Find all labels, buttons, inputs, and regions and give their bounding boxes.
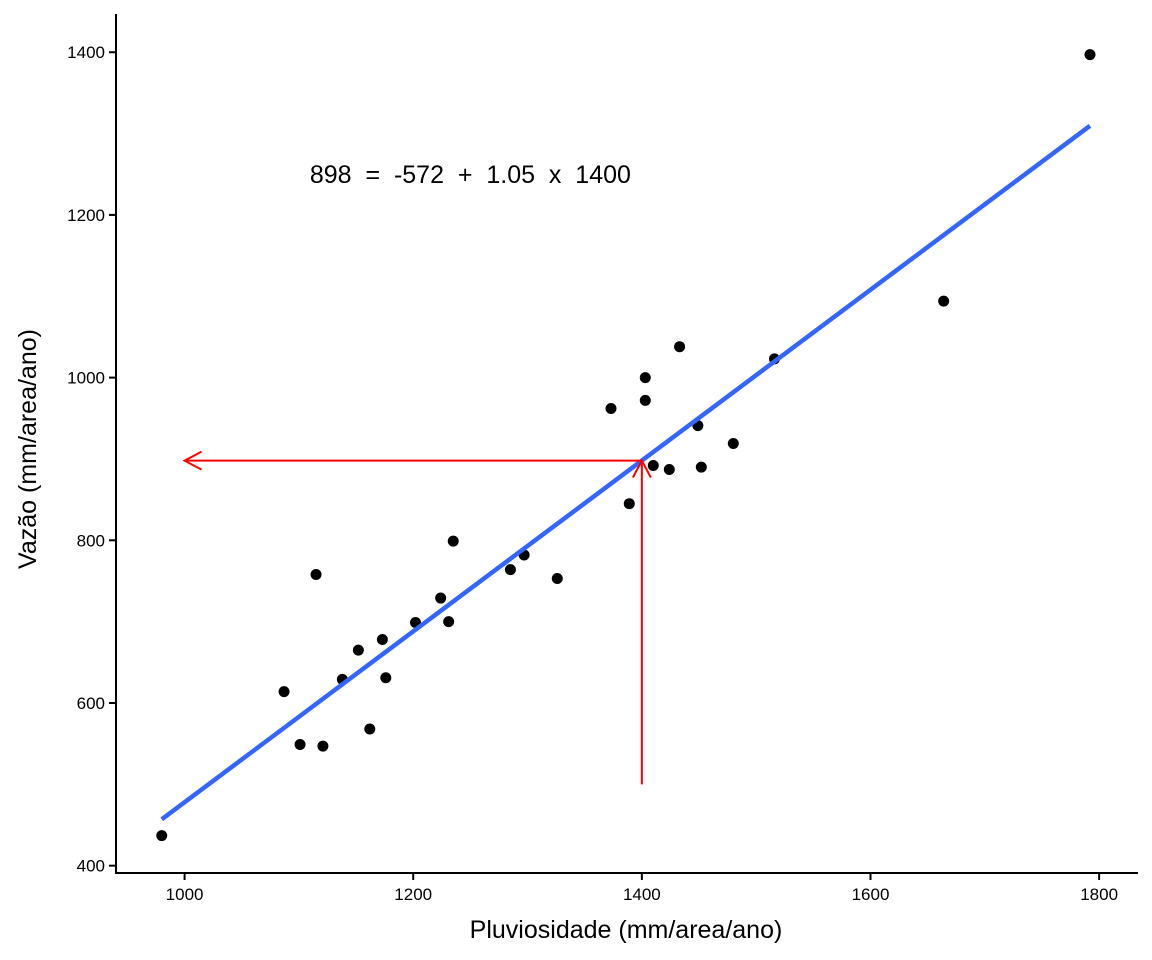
data-point	[435, 592, 447, 604]
x-tick-label: 1400	[623, 885, 661, 904]
data-point	[605, 403, 617, 415]
y-tick-label: 1200	[67, 206, 105, 225]
y-axis-title: Vazão (mm/area/ano)	[14, 329, 42, 569]
x-tick-label: 1000	[166, 885, 204, 904]
data-point	[294, 738, 306, 750]
y-tick-label: 800	[77, 531, 105, 550]
data-point	[156, 830, 168, 842]
data-point	[639, 372, 651, 384]
data-point	[639, 394, 651, 406]
data-point	[647, 459, 659, 471]
data-point	[447, 535, 459, 547]
data-point	[278, 686, 290, 698]
data-point	[674, 341, 686, 353]
data-point	[551, 573, 563, 585]
y-tick-label: 600	[77, 694, 105, 713]
data-point	[695, 461, 707, 473]
data-point	[1084, 49, 1096, 61]
data-point	[310, 568, 322, 580]
regression-line	[160, 123, 1092, 822]
y-tick-label: 400	[77, 857, 105, 876]
data-point	[504, 564, 516, 576]
arrow-head-left	[182, 450, 203, 471]
y-tick-label: 1400	[67, 43, 105, 62]
data-point	[317, 740, 329, 752]
data-point	[663, 464, 675, 476]
data-point	[938, 295, 950, 307]
x-tick-label: 1200	[394, 885, 432, 904]
regression-equation-annotation: 898 = -572 + 1.05 x 1400	[310, 161, 631, 189]
data-point	[352, 644, 364, 656]
data-point	[727, 438, 739, 449]
x-axis-title: Pluviosidade (mm/area/ano)	[470, 916, 783, 944]
x-tick-label: 1600	[852, 885, 890, 904]
data-point	[623, 498, 635, 510]
data-point	[443, 616, 455, 628]
data-point	[364, 723, 376, 735]
data-point	[380, 672, 392, 684]
y-tick-label: 1000	[67, 369, 105, 388]
data-point	[376, 634, 388, 646]
x-tick-label: 1800	[1080, 885, 1118, 904]
